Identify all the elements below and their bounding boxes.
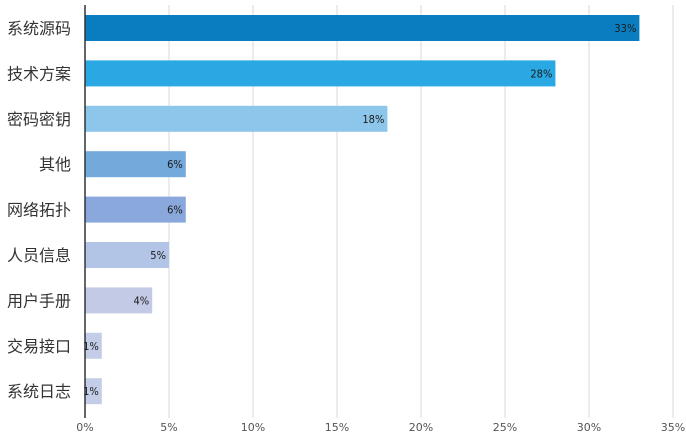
data-label: 6%: [167, 204, 183, 217]
x-tick-label: 35%: [661, 421, 685, 434]
bar: [85, 332, 102, 359]
bar: [85, 60, 556, 87]
category-label: 技术方案: [7, 64, 71, 83]
labels: 0% 5% 10% 15% 20% 25% 30% 35% 系统源码 33% 技术方案 28% 密码密钥…: [7, 19, 685, 434]
category-label: 密码密钥: [7, 110, 71, 129]
x-tick-label: 5%: [160, 421, 177, 434]
category-label: 用户手册: [7, 291, 71, 310]
category-label: 交易接口: [7, 337, 71, 356]
bar: [85, 196, 186, 223]
data-label: 1%: [83, 385, 99, 398]
data-label: 6%: [167, 158, 183, 171]
data-label: 1%: [83, 340, 99, 353]
bar: [85, 287, 153, 314]
data-label: 28%: [530, 67, 552, 80]
category-label: 系统源码: [7, 19, 71, 38]
bars: [85, 15, 640, 405]
x-tick-label: 30%: [577, 421, 601, 434]
x-tick-label: 0%: [76, 421, 93, 434]
x-tick-label: 10%: [241, 421, 265, 434]
bar: [85, 378, 102, 405]
data-label: 5%: [150, 249, 166, 262]
category-label: 网络拓扑: [7, 201, 71, 220]
category-label: 系统日志: [7, 382, 71, 401]
bar: [85, 15, 640, 41]
x-tick-label: 15%: [325, 421, 349, 434]
bar: [85, 151, 186, 178]
bar: [85, 105, 388, 132]
x-tick-label: 25%: [493, 421, 517, 434]
data-label: 33%: [614, 22, 636, 35]
data-label: 18%: [362, 113, 384, 126]
bar: [85, 242, 169, 268]
category-label: 人员信息: [7, 246, 71, 265]
category-label: 其他: [39, 155, 71, 174]
data-label: 4%: [133, 294, 149, 307]
x-tick-label: 20%: [409, 421, 433, 434]
